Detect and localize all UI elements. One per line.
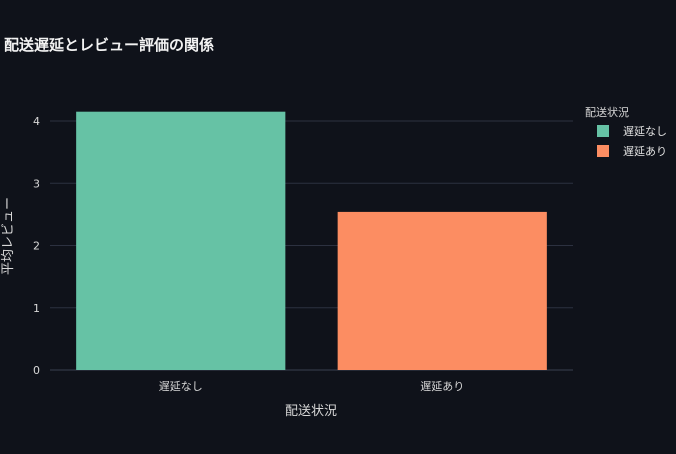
- legend-label-1[interactable]: 遅延なし: [623, 125, 667, 138]
- x-tick-label-1: 遅延なし: [159, 380, 203, 393]
- chart-title: 配送遅延とレビュー評価の関係: [4, 36, 214, 54]
- y-tick-label-0: 0: [33, 364, 40, 377]
- y-tick-label-1: 1: [33, 302, 40, 315]
- y-tick-labels: 0 1 2 3 4: [33, 115, 40, 377]
- bar-2[interactable]: [338, 212, 547, 370]
- legend-swatch-2[interactable]: [597, 145, 609, 157]
- y-tick-label-2: 2: [33, 240, 40, 253]
- y-tick-label-4: 4: [33, 115, 40, 128]
- x-tick-label-2: 遅延あり: [420, 380, 464, 393]
- bars: [76, 112, 547, 370]
- y-tick-label-3: 3: [33, 177, 40, 190]
- legend-label-2[interactable]: 遅延あり: [623, 145, 667, 158]
- y-axis-title: 平均レビュー: [1, 197, 16, 275]
- x-tick-labels: 遅延なし 遅延あり: [159, 380, 465, 393]
- x-axis-title: 配送状況: [285, 404, 337, 419]
- bar-1[interactable]: [76, 112, 285, 370]
- legend-swatch-1[interactable]: [597, 125, 609, 137]
- legend-title: 配送状況: [585, 105, 629, 119]
